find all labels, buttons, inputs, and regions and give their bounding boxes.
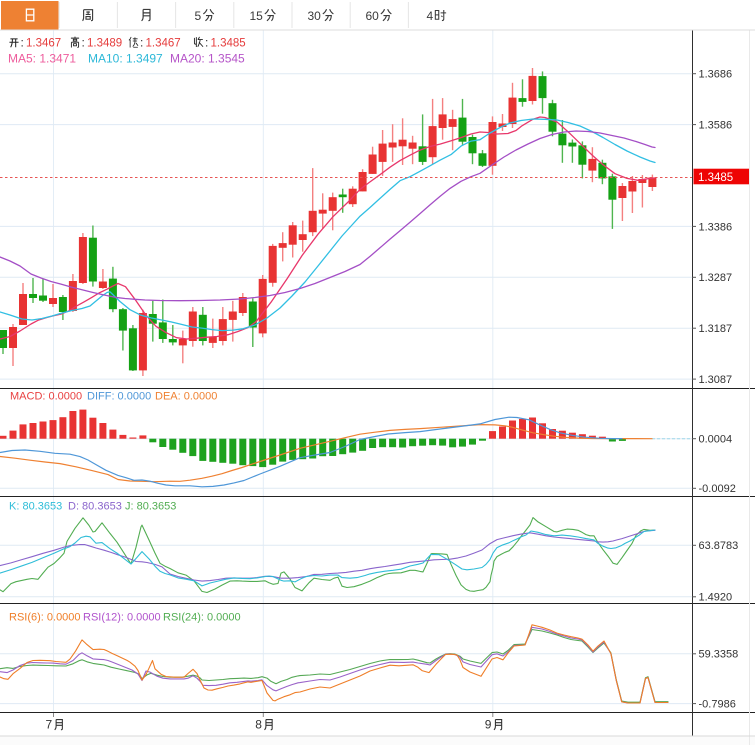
- svg-text:30: 30: [308, 9, 322, 23]
- svg-text:8: 8: [255, 718, 262, 732]
- svg-text::: :: [140, 35, 143, 49]
- svg-text:1.3586: 1.3586: [699, 120, 733, 132]
- svg-text:59.3358: 59.3358: [699, 649, 739, 661]
- svg-text:1.3087: 1.3087: [699, 374, 733, 386]
- svg-text::: :: [82, 35, 85, 49]
- svg-text:15: 15: [250, 9, 264, 23]
- svg-text:1.3489: 1.3489: [87, 37, 122, 49]
- svg-text:4: 4: [427, 9, 434, 23]
- svg-text:60: 60: [366, 9, 380, 23]
- svg-text:RSI(12): 0.0000: RSI(12): 0.0000: [83, 612, 161, 624]
- svg-text:D: 80.3653: D: 80.3653: [68, 501, 122, 513]
- svg-text:MA20: 1.3545: MA20: 1.3545: [170, 51, 245, 65]
- svg-text:1.3686: 1.3686: [699, 69, 733, 81]
- svg-text::: :: [21, 35, 24, 49]
- svg-text:-0.0092: -0.0092: [699, 483, 736, 495]
- svg-text:1.3287: 1.3287: [699, 272, 733, 284]
- svg-text:MACD: 0.0000: MACD: 0.0000: [10, 391, 82, 403]
- svg-text:RSI(6): 0.0000: RSI(6): 0.0000: [9, 612, 81, 624]
- svg-text:DIFF: 0.0000: DIFF: 0.0000: [87, 391, 151, 403]
- svg-text:1.3187: 1.3187: [699, 323, 733, 335]
- svg-text:9: 9: [485, 718, 492, 732]
- svg-text:K: 80.3653: K: 80.3653: [9, 501, 62, 513]
- svg-text::: :: [205, 35, 208, 49]
- svg-text:-0.7986: -0.7986: [699, 699, 736, 711]
- svg-text:RSI(24): 0.0000: RSI(24): 0.0000: [163, 612, 241, 624]
- svg-text:63.8783: 63.8783: [699, 540, 739, 552]
- svg-text:1.3485: 1.3485: [698, 172, 733, 184]
- svg-text:MA5: 1.3471: MA5: 1.3471: [8, 51, 76, 65]
- svg-text:MA10: 1.3497: MA10: 1.3497: [88, 51, 163, 65]
- svg-text:1.4920: 1.4920: [699, 592, 733, 604]
- svg-text:J: 80.3653: J: 80.3653: [125, 501, 176, 513]
- svg-text:1.3485: 1.3485: [211, 37, 246, 49]
- svg-text:1.3467: 1.3467: [26, 37, 61, 49]
- svg-text:5: 5: [195, 9, 202, 23]
- svg-text:DEA: 0.0000: DEA: 0.0000: [155, 391, 217, 403]
- svg-text:1.3386: 1.3386: [699, 221, 733, 233]
- svg-text:1.3467: 1.3467: [146, 37, 181, 49]
- svg-text:0.0004: 0.0004: [699, 434, 733, 446]
- svg-text:7: 7: [46, 718, 53, 732]
